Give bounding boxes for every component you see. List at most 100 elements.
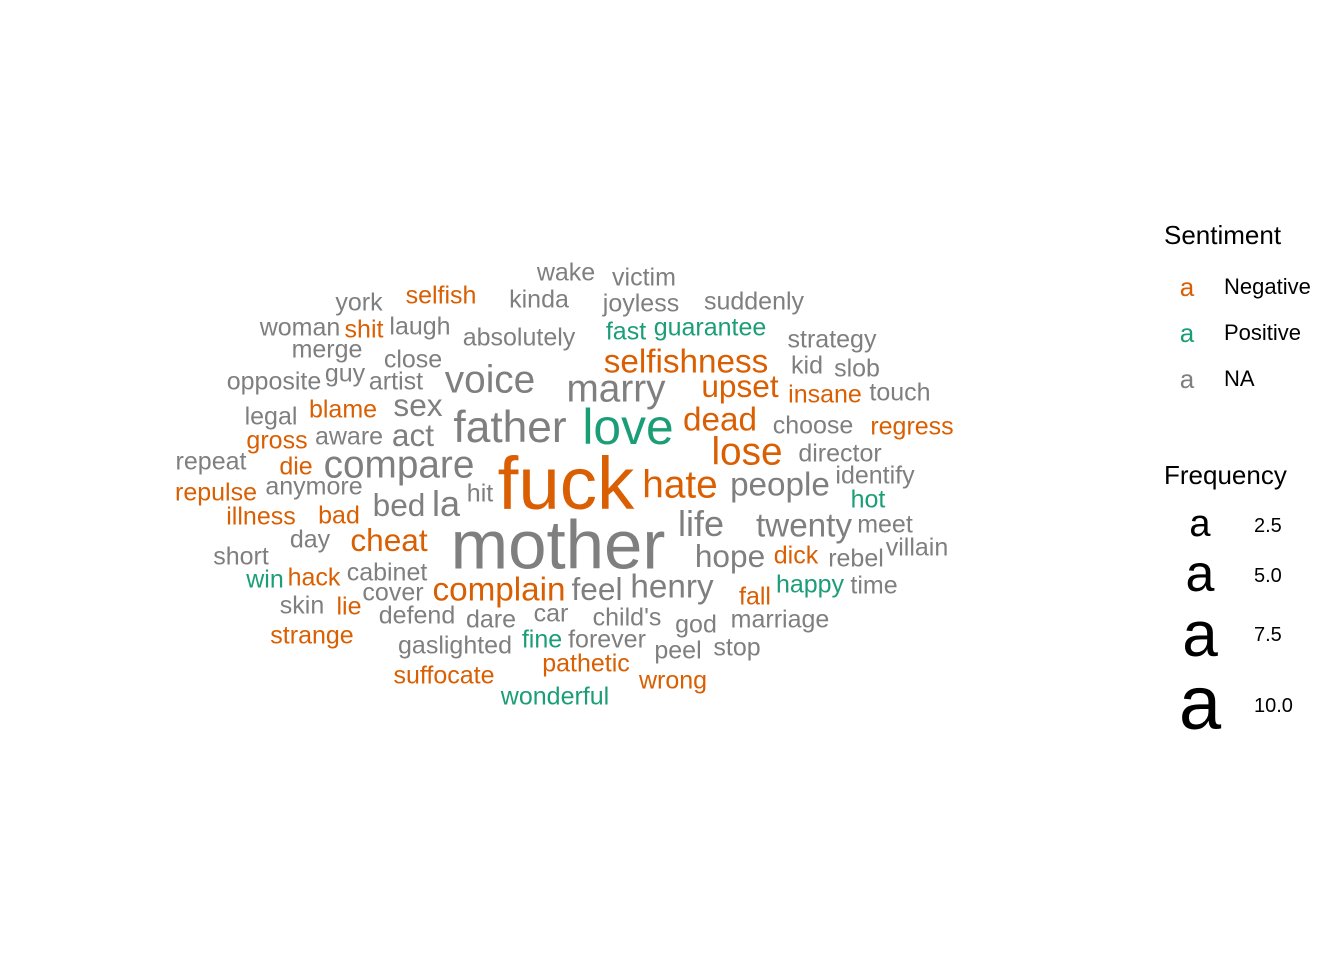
word-joyless: joyless: [602, 289, 680, 318]
word-legal: legal: [244, 402, 298, 431]
word-aware: aware: [314, 422, 384, 451]
word-complain: complain: [432, 571, 566, 609]
legend-label-negative: Negative: [1224, 274, 1311, 299]
word-bed: bed: [372, 487, 426, 524]
word-win: win: [246, 565, 284, 594]
word-hot: hot: [850, 485, 886, 514]
word-cabinet: cabinet: [346, 558, 428, 587]
word-guy: guy: [324, 359, 366, 388]
legend-label-positive: Positive: [1224, 320, 1302, 345]
word-lose: lose: [711, 430, 783, 474]
word-wonderful: wonderful: [500, 682, 610, 711]
word-father: father: [453, 402, 567, 452]
legend-size-glyph-2-5: a: [1189, 503, 1211, 545]
legend-size-label-10-0: 10.0: [1254, 695, 1293, 717]
word-die: die: [279, 452, 313, 481]
legend-size-glyph-7-5: a: [1182, 598, 1218, 670]
word-cheat: cheat: [350, 522, 428, 559]
word-fuck: fuck: [497, 441, 635, 525]
word-blame: blame: [308, 395, 378, 424]
word-opposite: opposite: [226, 367, 322, 396]
word-stop: stop: [713, 633, 761, 662]
word-upset: upset: [701, 368, 779, 405]
word-gaslighted: gaslighted: [398, 631, 512, 660]
word-touch: touch: [869, 378, 931, 407]
word-rebel: rebel: [828, 544, 884, 573]
word-la: la: [431, 483, 461, 524]
word-mother: mother: [450, 506, 666, 584]
word-child-s: child's: [592, 603, 662, 632]
word-peel: peel: [654, 636, 702, 665]
word-illness: illness: [226, 502, 296, 531]
word-compare: compare: [323, 443, 475, 487]
word-feel: feel: [571, 571, 623, 608]
legend-sentiment-title: Sentiment: [1164, 220, 1282, 250]
word-hit: hit: [466, 479, 494, 508]
word-sex: sex: [393, 387, 443, 424]
word-meet: meet: [857, 510, 913, 539]
word-repeat: repeat: [175, 447, 247, 476]
word-regress: regress: [870, 412, 954, 441]
word-kid: kid: [791, 351, 823, 380]
word-strange: strange: [270, 621, 354, 650]
legend-size-label-5-0: 5.0: [1254, 565, 1282, 587]
legend-glyph-negative: a: [1179, 272, 1195, 302]
word-happy: happy: [775, 570, 845, 599]
word-guarantee: guarantee: [653, 313, 767, 342]
word-suddenly: suddenly: [703, 287, 805, 316]
word-choose: choose: [772, 411, 854, 440]
legend-size-label-2-5: 2.5: [1254, 515, 1282, 537]
word-selfishness: selfishness: [603, 343, 769, 381]
word-close: close: [383, 345, 443, 374]
word-shit: shit: [344, 315, 384, 344]
word-short: short: [213, 542, 269, 571]
word-wrong: wrong: [638, 666, 708, 695]
word-dick: dick: [773, 541, 819, 570]
word-woman: woman: [259, 313, 341, 342]
legend-glyph-na: a: [1179, 364, 1195, 394]
word-wake: wake: [536, 258, 596, 287]
word-act: act: [391, 417, 435, 454]
word-gross: gross: [246, 426, 308, 455]
word-lie: lie: [336, 592, 362, 621]
word-suffocate: suffocate: [393, 661, 495, 690]
word-pathetic: pathetic: [542, 649, 630, 678]
word-artist: artist: [368, 367, 424, 396]
legend-size-glyph-10-0: a: [1178, 661, 1222, 746]
word-love: love: [582, 399, 674, 456]
word-york: york: [335, 288, 383, 317]
word-insane: insane: [788, 380, 862, 409]
word-anymore: anymore: [265, 472, 363, 501]
word-voice: voice: [444, 358, 536, 402]
word-twenty: twenty: [755, 507, 853, 545]
word-villain: villain: [885, 533, 949, 562]
word-merge: merge: [291, 335, 363, 364]
word-defend: defend: [378, 601, 456, 630]
word-dead: dead: [683, 401, 757, 439]
word-fine: fine: [521, 625, 563, 654]
word-marriage: marriage: [730, 605, 830, 634]
legend-size-label-7-5: 7.5: [1254, 624, 1282, 646]
word-forever: forever: [568, 625, 646, 654]
word-repulse: repulse: [175, 478, 257, 507]
word-fall: fall: [739, 582, 771, 611]
word-time: time: [850, 571, 898, 600]
word-kinda: kinda: [509, 285, 569, 314]
word-god: god: [675, 610, 717, 639]
word-skin: skin: [279, 591, 325, 620]
word-day: day: [289, 525, 331, 554]
word-fast: fast: [605, 317, 647, 346]
word-absolutely: absolutely: [462, 323, 576, 352]
legend-glyph-positive: a: [1179, 318, 1195, 348]
word-strategy: strategy: [787, 325, 877, 354]
word-people: people: [730, 466, 830, 504]
word-henry: henry: [630, 568, 714, 606]
word-cover: cover: [362, 578, 424, 607]
word-dare: dare: [465, 605, 517, 634]
word-car: car: [533, 599, 569, 628]
word-director: director: [798, 439, 882, 468]
word-bad: bad: [318, 501, 360, 530]
word-marry: marry: [566, 367, 666, 411]
word-victim: victim: [612, 263, 676, 292]
